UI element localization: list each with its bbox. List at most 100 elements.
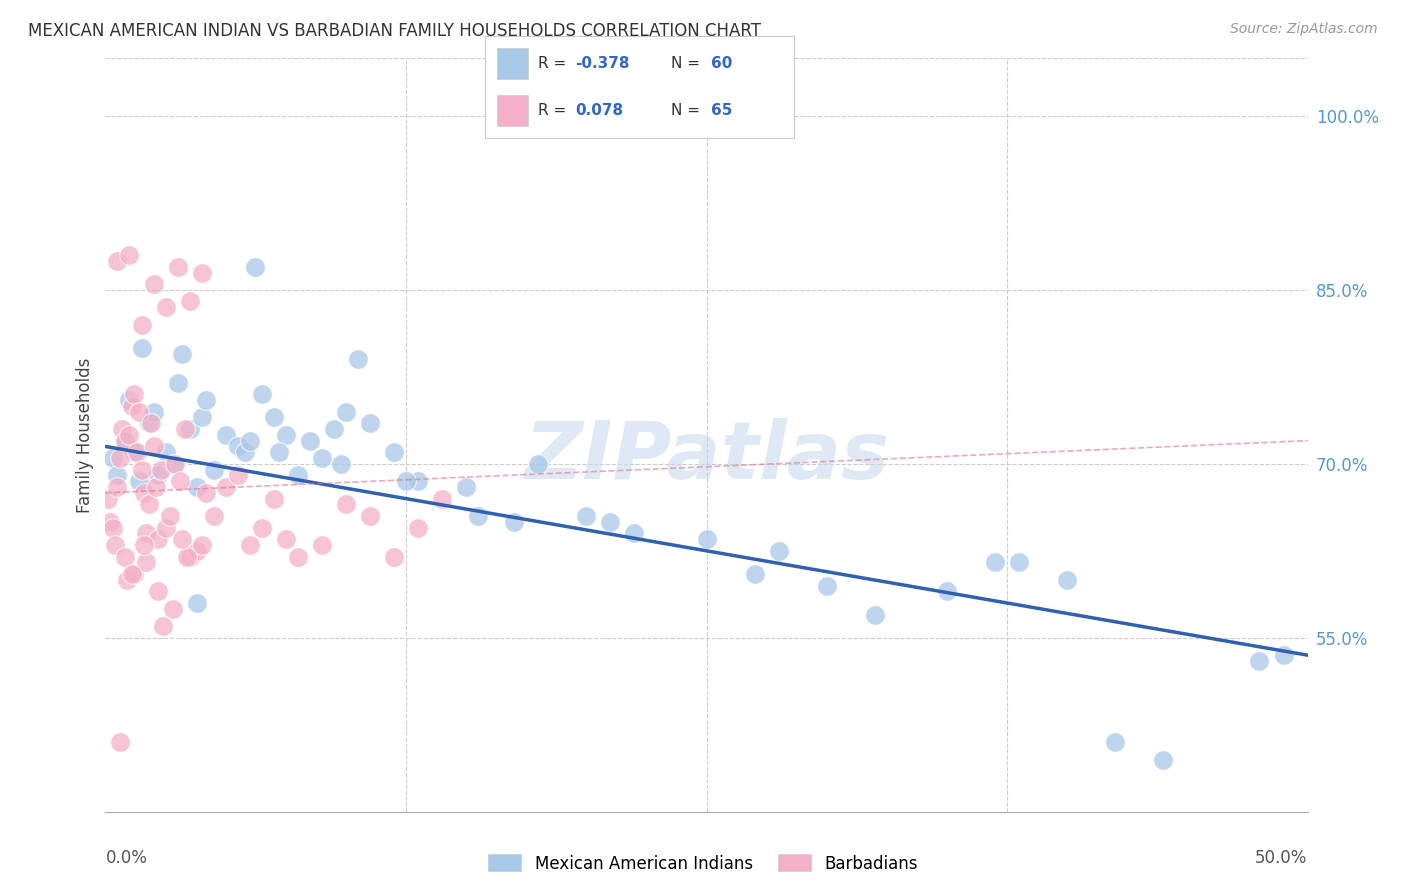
- Point: [118, 392, 141, 407]
- Text: ZIPatlas: ZIPatlas: [524, 418, 889, 497]
- Point: [172, 532, 194, 546]
- Point: [115, 573, 138, 587]
- Point: [382, 549, 405, 564]
- Point: [148, 584, 170, 599]
- Point: [195, 485, 218, 500]
- Point: [121, 567, 143, 582]
- Point: [135, 526, 157, 541]
- Point: [108, 451, 131, 466]
- Point: [274, 428, 297, 442]
- Point: [107, 480, 129, 494]
- Point: [382, 445, 405, 459]
- Point: [250, 387, 273, 401]
- Point: [132, 485, 155, 500]
- Text: 0.078: 0.078: [575, 103, 623, 118]
- Point: [114, 434, 136, 448]
- Point: [190, 410, 212, 425]
- Point: [176, 549, 198, 564]
- Point: [118, 428, 141, 442]
- Y-axis label: Family Households: Family Households: [76, 357, 94, 513]
- Point: [166, 376, 188, 390]
- Point: [226, 468, 249, 483]
- Point: [169, 475, 191, 489]
- Point: [274, 532, 297, 546]
- Point: [454, 480, 477, 494]
- Point: [148, 468, 170, 483]
- Point: [138, 498, 160, 512]
- Bar: [498, 95, 529, 126]
- Point: [114, 549, 136, 564]
- Point: [263, 491, 285, 506]
- Text: R =: R =: [537, 56, 571, 70]
- Point: [335, 405, 357, 419]
- Text: 0.0%: 0.0%: [105, 849, 148, 867]
- Point: [1152, 753, 1174, 767]
- Point: [98, 515, 121, 529]
- Point: [131, 462, 153, 476]
- Point: [101, 521, 124, 535]
- Point: [142, 277, 165, 292]
- Point: [575, 508, 598, 523]
- Point: [97, 491, 120, 506]
- Point: [1272, 648, 1295, 663]
- Point: [214, 480, 236, 494]
- Point: [162, 602, 184, 616]
- Point: [863, 607, 886, 622]
- Point: [107, 254, 129, 268]
- Point: [124, 445, 146, 459]
- Point: [148, 532, 170, 546]
- Point: [696, 532, 718, 546]
- Point: [1104, 735, 1126, 749]
- Point: [744, 567, 766, 582]
- Point: [267, 445, 290, 459]
- Point: [125, 445, 148, 459]
- Point: [128, 405, 150, 419]
- Point: [190, 538, 212, 552]
- Point: [347, 352, 370, 367]
- Point: [108, 735, 131, 749]
- Point: [623, 526, 645, 541]
- Point: [263, 410, 285, 425]
- Point: [335, 498, 357, 512]
- Point: [101, 451, 124, 466]
- Point: [406, 521, 429, 535]
- Point: [311, 538, 333, 552]
- Point: [172, 346, 194, 360]
- Point: [359, 508, 381, 523]
- Point: [118, 248, 141, 262]
- Point: [768, 544, 790, 558]
- Point: [152, 619, 174, 633]
- Point: [179, 422, 201, 436]
- Point: [121, 399, 143, 413]
- Point: [202, 508, 225, 523]
- Point: [190, 266, 212, 280]
- Point: [124, 567, 146, 582]
- Point: [128, 475, 150, 489]
- Point: [1008, 555, 1031, 570]
- Text: N =: N =: [671, 56, 704, 70]
- Point: [131, 318, 153, 332]
- Text: 65: 65: [711, 103, 733, 118]
- Text: N =: N =: [671, 103, 704, 118]
- Point: [114, 434, 136, 448]
- Point: [936, 584, 959, 599]
- Point: [243, 260, 266, 274]
- Text: R =: R =: [537, 103, 571, 118]
- Point: [179, 549, 201, 564]
- Point: [179, 294, 201, 309]
- Point: [239, 538, 262, 552]
- Legend: Mexican American Indians, Barbadians: Mexican American Indians, Barbadians: [481, 847, 925, 880]
- Text: MEXICAN AMERICAN INDIAN VS BARBADIAN FAMILY HOUSEHOLDS CORRELATION CHART: MEXICAN AMERICAN INDIAN VS BARBADIAN FAM…: [28, 22, 761, 40]
- Point: [1056, 573, 1078, 587]
- Point: [330, 457, 353, 471]
- Point: [162, 457, 184, 471]
- Point: [132, 538, 155, 552]
- Point: [149, 462, 172, 476]
- Point: [173, 422, 195, 436]
- Point: [430, 491, 453, 506]
- Point: [298, 434, 321, 448]
- Point: [142, 440, 165, 454]
- Point: [155, 301, 177, 315]
- Point: [311, 451, 333, 466]
- Point: [186, 544, 208, 558]
